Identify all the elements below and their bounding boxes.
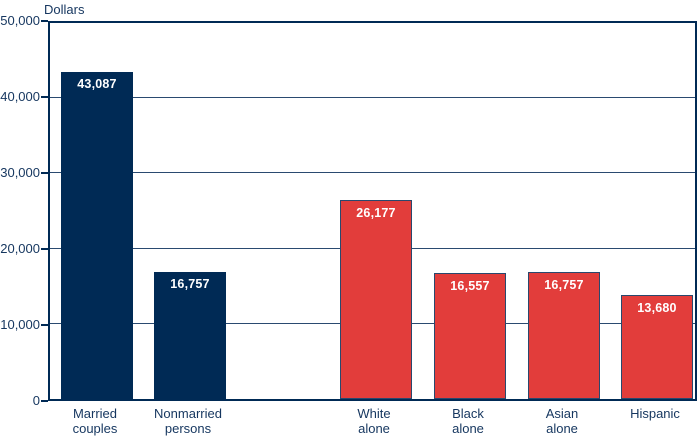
- gridline: [50, 172, 695, 174]
- bar-value-label: 26,177: [356, 206, 396, 221]
- y-axis-tick-label: 0: [32, 393, 40, 408]
- y-axis-tick-label: 20,000: [0, 241, 40, 256]
- bar-value-label: 16,757: [170, 276, 210, 291]
- y-axis-tick-label: 50,000: [0, 13, 40, 28]
- x-axis-category-label: Hispanic: [630, 406, 680, 421]
- bar-married-couples: 43,087: [61, 71, 133, 399]
- bar-hispanic: 13,680: [621, 295, 693, 399]
- x-axis-category-label: Asian alone: [545, 406, 579, 436]
- y-axis-tick-mark: [41, 20, 48, 22]
- x-axis-category-label: White alone: [357, 406, 391, 436]
- plot-area: 43,087 16,757 26,177 16,557 16,757 13,680: [48, 21, 697, 401]
- bar-value-label: 13,680: [637, 301, 677, 316]
- bar-value-label: 43,087: [77, 76, 117, 91]
- y-axis-tick-label: 30,000: [0, 165, 40, 180]
- x-axis-category-label: Nonmarried persons: [154, 406, 222, 436]
- bar-asian-alone: 16,757: [528, 271, 600, 399]
- bar-black-alone: 16,557: [434, 273, 506, 399]
- y-axis-tick-mark: [41, 172, 48, 174]
- bar-nonmarried-persons: 16,757: [154, 271, 226, 399]
- bar-value-label: 16,557: [450, 279, 490, 294]
- y-axis-tick-label: 10,000: [0, 317, 40, 332]
- y-axis-tick-mark: [41, 324, 48, 326]
- x-axis-category-label: Black alone: [452, 406, 484, 436]
- bar-value-label: 16,757: [544, 277, 584, 292]
- y-axis-tick-label: 40,000: [0, 89, 40, 104]
- bar-white-alone: 26,177: [340, 200, 412, 399]
- y-axis-tick-mark: [41, 248, 48, 250]
- x-axis-category-label: Married couples: [72, 406, 118, 436]
- y-axis-tick-mark: [41, 96, 48, 98]
- gridline: [50, 97, 695, 99]
- y-axis-tick-mark: [41, 400, 48, 402]
- y-axis-unit-label: Dollars: [44, 2, 85, 17]
